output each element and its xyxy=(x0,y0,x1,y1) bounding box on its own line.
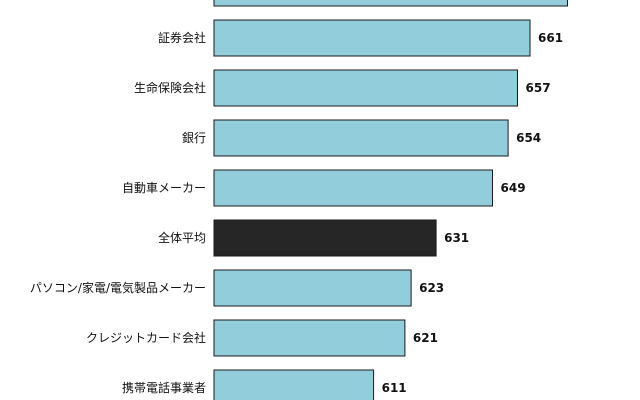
bar-7 xyxy=(213,319,406,357)
category-label-4: 自動車メーカー xyxy=(122,181,206,195)
bar-2 xyxy=(213,69,518,107)
category-label-8: 携帯電話事業者 xyxy=(122,380,206,395)
value-label-1: 661 xyxy=(538,31,563,45)
value-label-3: 654 xyxy=(516,131,541,145)
bar-4 xyxy=(213,169,493,207)
category-label-5: 全体平均 xyxy=(158,230,206,245)
category-label-1: 証券会社 xyxy=(158,30,206,45)
category-label-2: 生命保険会社 xyxy=(134,80,206,95)
bar-3 xyxy=(213,119,509,157)
value-label-6: 623 xyxy=(419,281,444,295)
category-label-7: クレジットカード会社 xyxy=(86,330,206,345)
category-label-3: 銀行 xyxy=(182,131,206,145)
category-label-6: パソコン/家電/電気製品メーカー xyxy=(30,280,206,295)
value-label-7: 621 xyxy=(413,331,438,345)
bar-5 xyxy=(213,219,437,257)
value-label-5: 631 xyxy=(444,231,469,245)
value-label-4: 649 xyxy=(501,181,526,195)
value-label-2: 657 xyxy=(526,81,551,95)
value-label-8: 611 xyxy=(382,381,407,395)
bar-6 xyxy=(213,269,412,307)
bar-1 xyxy=(213,19,531,57)
bar-0 xyxy=(213,0,568,7)
bar-8 xyxy=(213,369,375,400)
